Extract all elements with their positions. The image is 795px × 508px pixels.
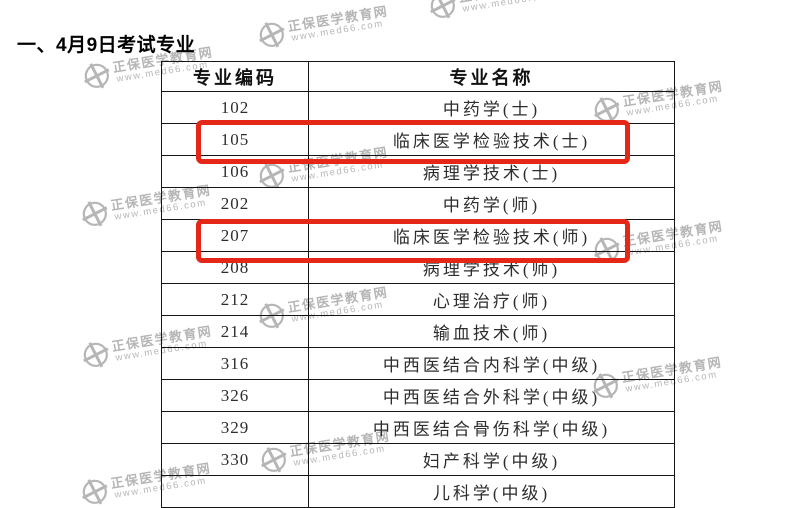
column-header-name: 专业名称 xyxy=(308,61,675,92)
med66-logo-icon xyxy=(82,479,108,505)
specialty-code-cell: 326 xyxy=(161,379,309,412)
med66-logo-icon xyxy=(430,0,456,19)
specialty-code-cell: 102 xyxy=(161,91,309,124)
med66-logo-icon xyxy=(82,201,108,227)
table-row: 102 中药学(士) xyxy=(161,91,675,124)
med66-logo-icon xyxy=(84,63,110,89)
table-row: 330 妇产科学(中级) xyxy=(161,443,675,476)
specialty-name-cell: 妇产科学(中级) xyxy=(308,443,675,476)
table-row: 202 中药学(师) xyxy=(161,187,675,220)
table-header-row: 专业编码 专业名称 xyxy=(161,61,675,92)
specialty-name-cell: 中药学(师) xyxy=(308,187,675,220)
column-header-code: 专业编码 xyxy=(161,61,309,92)
specialty-name-cell: 中药学(士) xyxy=(308,91,675,124)
table-row: 儿科学(中级) xyxy=(161,475,675,508)
specialty-code-cell: 330 xyxy=(161,443,309,476)
specialty-name-cell: 心理治疗(师) xyxy=(308,283,675,316)
table-row: 214 输血技术(师) xyxy=(161,315,675,348)
highlight-box-207 xyxy=(196,219,630,263)
watermark-site-name: 正保医学教育网 xyxy=(458,0,561,5)
med66-logo-icon xyxy=(259,22,285,48)
table-row: 208 病理学技术(师) xyxy=(161,251,675,284)
specialty-name-cell: 输血技术(师) xyxy=(308,315,675,348)
highlight-box-105 xyxy=(196,120,630,164)
specialty-code-cell: 214 xyxy=(161,315,309,348)
specialty-name-cell: 中西医结合外科学(中级) xyxy=(308,379,675,412)
table-row: 212 心理治疗(师) xyxy=(161,283,675,316)
specialty-code-cell xyxy=(161,475,309,508)
table-row: 316 中西医结合内科学(中级) xyxy=(161,347,675,380)
specialty-name-cell: 儿科学(中级) xyxy=(308,475,675,508)
table-row: 329 中西医结合骨伤科学(中级) xyxy=(161,411,675,444)
watermark-site-url: www.med66.com xyxy=(461,0,556,15)
med66-logo-icon xyxy=(83,342,109,368)
watermark-site-name: 正保医学教育网 xyxy=(286,3,390,34)
specialty-code-cell: 329 xyxy=(161,411,309,444)
specialty-code-cell: 202 xyxy=(161,187,309,220)
specialty-name-cell: 中西医结合骨伤科学(中级) xyxy=(308,411,675,444)
exam-specialty-table: 专业编码 专业名称 102 中药学(士) 105 临床医学检验技术(士) 106 病理学技… xyxy=(161,61,675,508)
watermark-site-url: www.med66.com xyxy=(290,18,385,44)
page-title: 一、4月9日考试专业 xyxy=(17,35,196,56)
specialty-name-cell: 病理学技术(师) xyxy=(308,251,675,284)
specialty-code-cell: 316 xyxy=(161,347,309,380)
specialty-name-cell: 中西医结合内科学(中级) xyxy=(308,347,675,380)
specialty-code-cell: 212 xyxy=(161,283,309,316)
table-row: 326 中西医结合外科学(中级) xyxy=(161,379,675,412)
